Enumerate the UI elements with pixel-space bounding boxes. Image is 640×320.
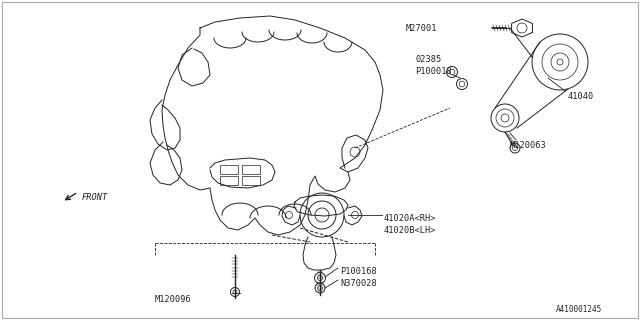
Text: 41020B<LH>: 41020B<LH> (384, 226, 436, 235)
Text: P100168: P100168 (340, 267, 377, 276)
Text: 41020A<RH>: 41020A<RH> (384, 214, 436, 223)
Bar (242, 176, 260, 185)
Text: A410001245: A410001245 (556, 305, 602, 314)
Text: M120063: M120063 (510, 141, 547, 150)
Bar (220, 176, 238, 185)
Text: P100018: P100018 (415, 67, 452, 76)
Text: M120096: M120096 (155, 295, 192, 304)
Text: FRONT: FRONT (82, 193, 108, 202)
Text: 02385: 02385 (415, 55, 441, 64)
Bar (220, 165, 238, 174)
Bar (242, 165, 260, 174)
Text: M27001: M27001 (406, 24, 438, 33)
Text: N370028: N370028 (340, 279, 377, 288)
Text: 41040: 41040 (568, 92, 595, 101)
